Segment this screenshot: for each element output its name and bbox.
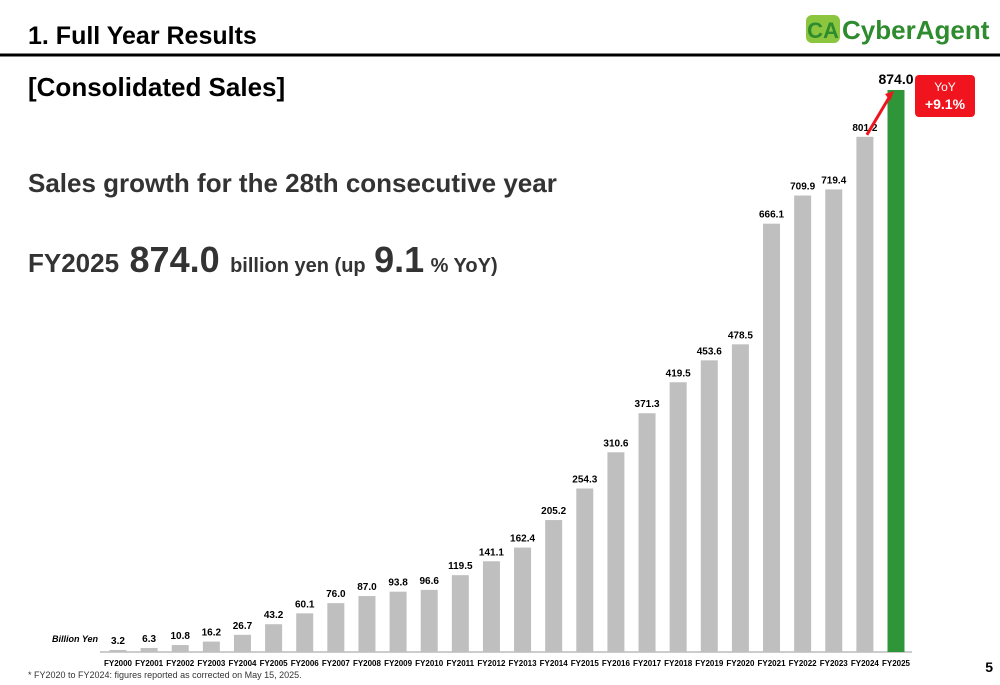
value-label: 371.3: [635, 399, 660, 410]
bar: [731, 344, 749, 652]
bar: [576, 488, 594, 652]
yoy-callout: [915, 75, 975, 117]
x-tick-label: FY2003: [197, 659, 226, 668]
bar: [825, 189, 843, 652]
value-label: 141.1: [479, 547, 504, 558]
unit-label: Billion Yen: [52, 634, 99, 644]
bar: [700, 360, 718, 652]
value-label: 478.5: [728, 330, 753, 341]
x-tick-label: FY2017: [633, 659, 662, 668]
value-label: 93.8: [388, 578, 408, 589]
x-tick-label: FY2018: [664, 659, 693, 668]
x-tick-label: FY2007: [322, 659, 351, 668]
x-tick-label: FY2023: [820, 659, 849, 668]
x-tick-label: FY2022: [789, 659, 818, 668]
bar: [607, 452, 625, 652]
x-tick-label: FY2004: [228, 659, 257, 668]
value-label: 6.3: [142, 634, 156, 645]
bar: [514, 547, 532, 652]
x-tick-label: FY2024: [851, 659, 880, 668]
value-label: 162.4: [510, 534, 535, 545]
bar: [545, 520, 563, 652]
logo-text: CyberAgent: [842, 15, 990, 45]
value-label: 310.6: [603, 438, 628, 449]
x-tick-label: FY2012: [477, 659, 506, 668]
value-label: 709.9: [790, 182, 815, 193]
yoy-text: +9.1%: [925, 96, 966, 112]
x-tick-label: FY2016: [602, 659, 631, 668]
bar: [296, 613, 314, 652]
headline-part: % YoY): [431, 255, 498, 277]
x-tick-label: FY2008: [353, 659, 382, 668]
yoy-title: YoY: [934, 80, 956, 94]
bar: [233, 634, 251, 652]
bar: [856, 136, 874, 653]
logo-mark: CA: [807, 18, 839, 43]
value-label: 26.7: [233, 621, 253, 632]
value-label: 16.2: [202, 628, 222, 639]
value-label: 874.0: [878, 71, 913, 87]
page-number: 5: [985, 659, 993, 675]
bar: [327, 603, 345, 652]
value-label: 119.5: [448, 561, 473, 572]
lead-text: Sales growth for the 28th consecutive ye…: [28, 168, 557, 198]
value-label: 419.5: [666, 368, 691, 379]
bar: [763, 223, 781, 653]
bar: [482, 561, 500, 652]
bar: [109, 649, 127, 652]
headline-part: 874.0: [130, 239, 220, 280]
yoy-arrow: [865, 95, 892, 136]
x-tick-label: FY2010: [415, 659, 444, 668]
bar: [265, 624, 283, 652]
x-tick-label: FY2013: [509, 659, 538, 668]
bar: [794, 195, 812, 652]
x-tick-label: FY2002: [166, 659, 195, 668]
value-label: 205.2: [541, 506, 566, 517]
value-label: 96.6: [419, 576, 439, 587]
bar: [358, 596, 376, 652]
bar: [669, 382, 687, 652]
x-tick-label: FY2015: [571, 659, 600, 668]
bar: [887, 90, 905, 652]
bar: [638, 413, 656, 652]
headline: FY2025 874.0 billion yen (up 9.1 % YoY): [28, 239, 498, 280]
value-label: 87.0: [357, 582, 377, 593]
headline-part: billion yen (up: [230, 255, 366, 277]
value-label: 666.1: [759, 210, 784, 221]
x-tick-label: FY2019: [695, 659, 724, 668]
value-label: 60.1: [295, 599, 315, 610]
value-label: 801.2: [852, 123, 877, 134]
footnote: * FY2020 to FY2024: figures reported as …: [28, 670, 302, 680]
bar: [451, 575, 469, 652]
value-label: 43.2: [264, 610, 284, 621]
bar: [420, 589, 438, 652]
x-tick-label: FY2025: [882, 659, 911, 668]
value-label: 10.8: [171, 631, 191, 642]
bar: [202, 641, 220, 652]
value-label: 254.3: [572, 474, 597, 485]
value-label: 3.2: [111, 636, 125, 647]
logo-badge: [806, 15, 840, 43]
x-tick-label: FY2006: [291, 659, 320, 668]
x-tick-label: FY2011: [447, 659, 475, 668]
x-tick-label: FY2021: [758, 659, 787, 668]
bar: [171, 645, 189, 652]
value-label: 453.6: [697, 346, 722, 357]
bar: [389, 591, 407, 652]
section-title: [Consolidated Sales]: [28, 72, 285, 102]
headline-part: 9.1: [374, 239, 424, 280]
x-tick-label: FY2000: [104, 659, 133, 668]
x-tick-label: FY2009: [384, 659, 413, 668]
headline-part: FY2025: [28, 248, 119, 278]
slide-title: 1. Full Year Results: [28, 22, 257, 50]
value-label: 719.4: [821, 175, 846, 186]
x-tick-label: FY2001: [135, 659, 164, 668]
bar: [140, 647, 158, 652]
x-tick-label: FY2020: [726, 659, 755, 668]
x-tick-label: FY2005: [260, 659, 289, 668]
value-label: 76.0: [326, 589, 346, 600]
yoy-arrowhead: [885, 91, 894, 101]
x-tick-label: FY2014: [540, 659, 569, 668]
